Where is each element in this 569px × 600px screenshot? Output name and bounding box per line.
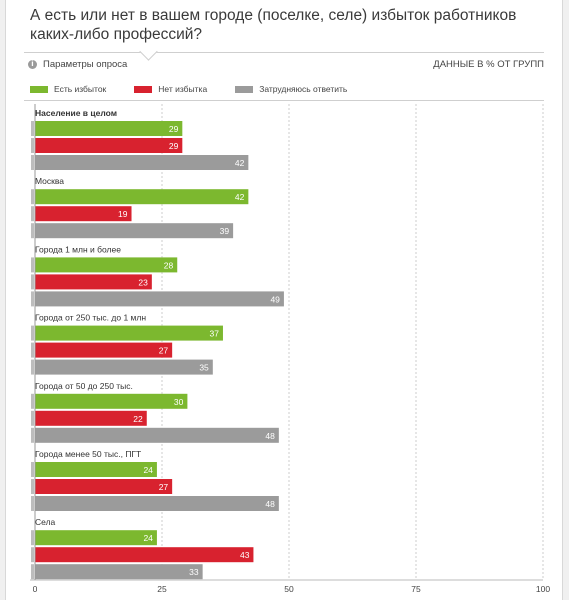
x-tick-label: 50	[284, 584, 294, 594]
chart-title: А есть или нет в вашем городе (поселке, …	[30, 7, 517, 43]
bar	[35, 189, 249, 205]
bar-value-label: 24	[143, 533, 153, 543]
bar-stub	[31, 564, 34, 580]
bar-stub	[31, 427, 34, 443]
bar-stub	[31, 274, 34, 290]
bar-stub	[31, 479, 34, 494]
bar	[35, 547, 254, 563]
category-label: Москва	[35, 176, 64, 186]
bar-stub	[31, 530, 34, 546]
bar-stub	[31, 462, 34, 477]
bar-value-label: 28	[164, 260, 174, 270]
category-label: Города менее 50 тыс., ПГТ	[35, 449, 141, 459]
bar-value-label: 37	[209, 329, 219, 339]
bar-stub	[31, 393, 34, 409]
x-tick-label: 25	[157, 584, 167, 594]
bar-stub	[31, 189, 34, 205]
params-label: Параметры опроса	[43, 59, 128, 70]
legend-item-no[interactable]: Нет избытка	[134, 83, 207, 95]
legend-swatch-unsure	[235, 85, 254, 93]
legend-item-yes[interactable]: Есть избыток	[30, 83, 106, 95]
bar	[35, 479, 173, 494]
bar	[35, 410, 147, 426]
units-label: ДАННЫЕ В % ОТ ГРУПП	[433, 59, 544, 70]
bar-value-label: 23	[138, 277, 148, 287]
bar	[35, 342, 173, 358]
bar-value-label: 29	[169, 124, 179, 134]
bar-value-label: 24	[143, 465, 153, 475]
bar-stub	[31, 257, 34, 273]
bar-stub	[31, 359, 34, 375]
bar	[35, 223, 234, 239]
bar-value-label: 48	[265, 499, 275, 509]
bar-stub	[31, 138, 34, 153]
bar	[35, 274, 152, 290]
bar-value-label: 22	[133, 414, 143, 424]
bar-stub	[31, 410, 34, 426]
bar-value-label: 48	[265, 431, 275, 441]
bar-stub	[31, 121, 34, 136]
category-label: Население в целом	[35, 108, 117, 118]
bar-stub	[31, 547, 34, 563]
bar	[35, 138, 183, 153]
bar	[35, 155, 249, 170]
bar-value-label: 35	[199, 363, 209, 373]
bar-value-label: 39	[220, 226, 230, 236]
bar	[35, 291, 284, 307]
category-label: Города от 50 до 250 тыс.	[35, 381, 133, 391]
legend-divider	[24, 100, 544, 101]
bar	[35, 257, 178, 273]
info-icon: i	[28, 60, 37, 69]
bar	[35, 393, 188, 409]
bar-stub	[31, 291, 34, 307]
bar-value-label: 29	[169, 141, 179, 151]
bar	[35, 121, 183, 136]
bar-value-label: 43	[240, 550, 250, 560]
category-label: Села	[35, 517, 56, 527]
legend-label-unsure: Затрудняюсь ответить	[259, 84, 348, 94]
legend-item-unsure[interactable]: Затрудняюсь ответить	[235, 83, 347, 95]
legend-swatch-yes	[30, 85, 48, 93]
legend: Есть избыток Нет избытка Затрудняюсь отв…	[30, 83, 375, 95]
bar-stub	[31, 325, 34, 341]
legend-swatch-no	[134, 85, 153, 93]
bar-value-label: 27	[159, 346, 169, 356]
bar-stub	[31, 206, 34, 222]
x-tick-label: 0	[33, 584, 38, 594]
legend-label-no: Нет избытка	[158, 84, 208, 94]
bar-value-label: 42	[235, 158, 245, 168]
bar-value-label: 19	[118, 209, 128, 219]
bar	[35, 427, 279, 443]
bar-stub	[31, 155, 34, 170]
bar-value-label: 27	[159, 482, 169, 492]
bar-stub	[31, 223, 34, 239]
bar-stub	[31, 496, 34, 511]
bar	[35, 530, 157, 546]
bar	[35, 325, 223, 341]
category-label: Города 1 млн и более	[35, 244, 121, 254]
x-tick-label: 100	[536, 584, 550, 594]
category-label: Города от 250 тыс. до 1 млн	[35, 313, 146, 323]
bar-value-label: 30	[174, 397, 184, 407]
bar	[35, 206, 132, 222]
bar-value-label: 42	[235, 192, 245, 202]
legend-label-yes: Есть избыток	[54, 84, 107, 94]
bar-stub	[31, 342, 34, 358]
bar-value-label: 49	[270, 294, 280, 304]
bar	[35, 564, 203, 580]
params-button[interactable]: i Параметры опроса	[28, 59, 127, 70]
bar	[35, 359, 213, 375]
bar	[35, 496, 279, 511]
x-tick-label: 75	[411, 584, 421, 594]
bar	[35, 462, 157, 477]
bar-value-label: 33	[189, 567, 199, 577]
params-bar: i Параметры опроса ДАННЫЕ В % ОТ ГРУПП	[24, 42, 544, 75]
